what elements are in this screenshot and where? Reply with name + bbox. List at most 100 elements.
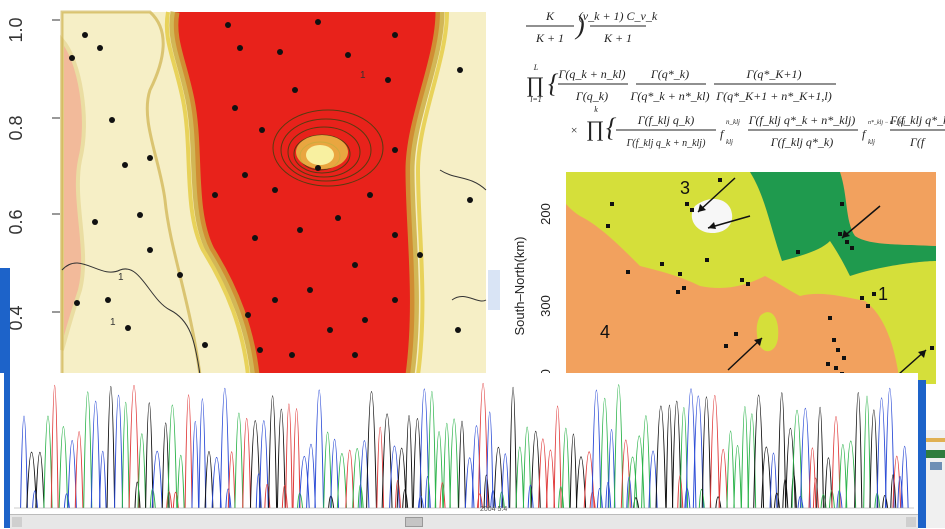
trace-peak-C [330, 438, 340, 509]
trace-peak-C [800, 408, 811, 509]
trace-peak-C [607, 429, 616, 509]
svg-text:): ) [574, 11, 585, 40]
eq-prod-lower: l=1 [530, 95, 542, 104]
trace-peak-A [641, 415, 651, 509]
trace-peak-G [882, 495, 889, 509]
trace-peak-T [184, 394, 193, 509]
window-frame-edge [926, 430, 945, 528]
equation: K K + 1 ) (ν_k + 1) C_ν_k K + 1 L ∏ l=1 … [526, 9, 945, 149]
trace-peak-G [665, 405, 674, 509]
trace-peak-G [715, 496, 722, 509]
trace-peak-A [234, 412, 244, 509]
trace-peak-A [137, 433, 147, 509]
contour-label: 1 [110, 317, 116, 328]
green-accent [926, 450, 945, 458]
scrollbar-left-arrow[interactable] [12, 517, 22, 527]
trace-peak-G [276, 408, 286, 509]
trace-peak-C [591, 389, 602, 509]
trace-peak-G [268, 395, 278, 509]
eq-num: Γ(q_k + n_kl) [558, 67, 626, 81]
trace-peak-C [692, 395, 704, 509]
eq-num: Γ(f_klj q*_k + n*_klj) [748, 113, 856, 127]
trace-peak-A [698, 488, 705, 509]
eq-times: × [570, 123, 578, 137]
trace-peak-G [145, 402, 154, 509]
trace-peak-A [820, 494, 827, 509]
region-y-tick: 300 [538, 295, 553, 317]
trace-peak-G [161, 422, 170, 509]
trace-peak-C [20, 415, 28, 509]
trace-peak-C [490, 490, 497, 509]
eq-den: Γ(f_klj q_k + n_klj) [626, 138, 706, 149]
svg-text:∏: ∏ [526, 72, 544, 97]
trace-peak-C [471, 425, 482, 509]
trace-peak-C [151, 451, 163, 509]
trace-peak-C [797, 496, 804, 509]
trace-peak-C [900, 446, 909, 509]
orange-accent [926, 438, 945, 442]
trace-peak-T [718, 449, 728, 509]
region-yellow [566, 172, 936, 384]
window-frame-left [0, 268, 10, 373]
trace-peak-G [366, 390, 377, 509]
trace-peak-C [527, 484, 534, 509]
trace-peak-C [258, 420, 269, 509]
trace-peak-A [149, 488, 156, 509]
trace-peak-A [176, 454, 185, 509]
trace-peak-C [769, 452, 778, 509]
eq-prod-upper: L [533, 63, 539, 72]
trace-peak-C [90, 400, 101, 509]
trace-peak-C [485, 411, 494, 509]
trace-peak-G [701, 396, 712, 509]
trace-peak-A [863, 395, 871, 509]
trace-peak-T [292, 408, 301, 509]
scrollbar-thumb[interactable] [405, 517, 423, 527]
trace-peak-C [63, 493, 70, 509]
scrollbar-right-arrow[interactable] [906, 517, 916, 527]
trace-peak-T [281, 484, 288, 509]
trace-peak-T [166, 490, 173, 509]
trace-peak-G [753, 394, 765, 509]
trace-peak-A [515, 446, 525, 509]
trace-peak-A [558, 486, 565, 509]
trace-peak-C [501, 453, 510, 509]
trace-peak-G [672, 400, 682, 509]
eq-num: Γ(f_klj q*_k+ [889, 113, 945, 127]
trace-peak-G [249, 420, 261, 509]
trace-peak-A [498, 491, 505, 509]
trace-peak-C [198, 398, 207, 509]
trace-peak-T [50, 385, 59, 509]
trace-peak-A [83, 391, 93, 509]
trace-peak-A [522, 426, 532, 509]
trace-peak-C [424, 475, 431, 509]
eq-num: K [545, 9, 555, 23]
trace-peak-T [242, 417, 252, 509]
svg-text:{: { [548, 69, 559, 98]
contour-y-tick: 0.4 [6, 305, 26, 330]
trace-peak-G [381, 413, 393, 509]
eq-power-sub: klj [726, 138, 733, 146]
contour-map-panel: 1.0 0.8 0.6 0.4 [0, 0, 488, 375]
trace-peak-C [98, 451, 107, 509]
contour-label: 1 [118, 272, 124, 283]
trace-peak-C [359, 440, 370, 509]
eq-den: Γ(f_klj q*_k) [770, 135, 833, 149]
trace-peak-G [483, 474, 490, 509]
trace-peak-T [808, 447, 817, 509]
chromatogram-scrollbar[interactable] [10, 514, 918, 529]
trace-peak-A [828, 489, 835, 509]
trace-peak-T [538, 438, 548, 509]
trace-peak-C [298, 455, 310, 509]
trace-peak-G [530, 431, 541, 509]
trace-peak-T [74, 431, 84, 509]
trace-peak-C [897, 475, 904, 509]
trace-peak-G [575, 456, 587, 509]
eq-den: Γ(q*_k + n*_kl) [630, 89, 710, 103]
trace-peak-C [596, 487, 603, 509]
chromatogram-footer-text: 2004 5.4 [480, 506, 508, 513]
trace-peak-A [323, 432, 333, 509]
trace-peak-T [553, 405, 562, 509]
eq-prod-upper: k [594, 105, 598, 114]
eq-power: f [862, 127, 867, 141]
trace-peak-G [824, 457, 833, 509]
